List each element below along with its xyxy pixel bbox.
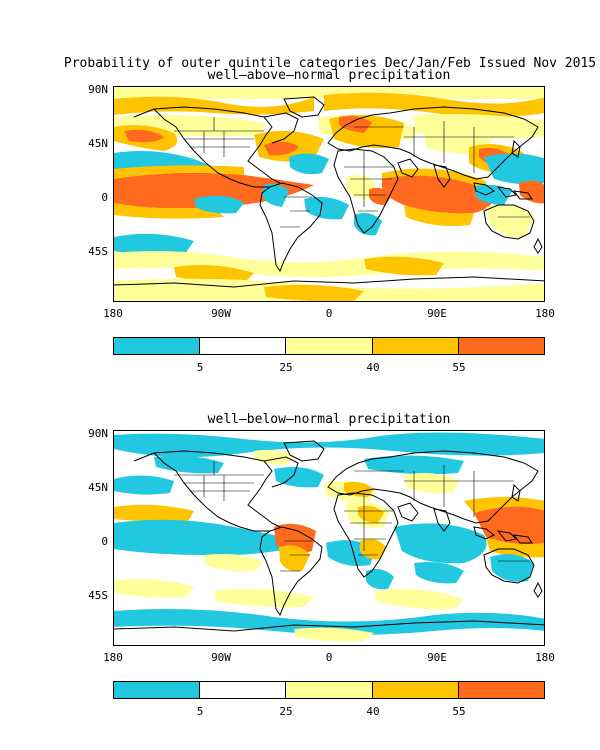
lon-label-180e: 180: [535, 307, 555, 320]
lat-label-45s: 45S: [88, 245, 108, 258]
lon-label-0: 0: [325, 307, 333, 320]
map-above-normal: [113, 86, 545, 302]
panel-title-below-normal: well–below–normal precipitation: [207, 412, 451, 427]
figure-title: Probability of outer quintile categories…: [63, 56, 597, 71]
colorbar-segment: [285, 682, 372, 698]
colorbar-segment: [199, 338, 286, 354]
colorbar-label-55: 55: [452, 361, 466, 374]
lon-label-90w: 90W: [211, 307, 231, 320]
lat-label-45n: 45N: [88, 137, 108, 150]
lat-label-0: 0: [101, 535, 108, 548]
borders: [174, 461, 530, 572]
colorbar-label-40: 40: [366, 361, 380, 374]
colorbar-label-40: 40: [366, 705, 380, 718]
lat-label-45n: 45N: [88, 481, 108, 494]
colorbar-label-25: 25: [279, 705, 293, 718]
colorbar-segment: [371, 682, 458, 698]
colorbar-segment: [457, 338, 545, 354]
probability-shading: [114, 432, 544, 642]
borders: [174, 117, 530, 228]
colorbar-segment: [285, 338, 372, 354]
colorbar-segment: [371, 338, 458, 354]
lat-label-90n: 90N: [88, 427, 108, 440]
colorbar-label-55: 55: [452, 705, 466, 718]
lon-label-90e: 90E: [427, 307, 447, 320]
colorbar-label-5: 5: [196, 361, 204, 374]
coastlines: [114, 96, 544, 288]
colorbar-segment: [114, 682, 200, 698]
colorbar-segment: [114, 338, 200, 354]
lon-label-180w: 180: [103, 651, 123, 664]
map-below-normal: [113, 430, 545, 646]
colorbar-above: [113, 337, 545, 355]
lon-label-90w: 90W: [211, 651, 231, 664]
lon-label-180w: 180: [103, 307, 123, 320]
lat-label-90n: 90N: [88, 83, 108, 96]
colorbar-label-25: 25: [279, 361, 293, 374]
colorbar-segment: [457, 682, 545, 698]
lon-label-90e: 90E: [427, 651, 447, 664]
coastlines: [114, 440, 544, 632]
lat-label-0: 0: [101, 191, 108, 204]
lat-label-45s: 45S: [88, 589, 108, 602]
lon-label-0: 0: [325, 651, 333, 664]
colorbar-segment: [199, 682, 286, 698]
panel-title-above-normal: well–above–normal precipitation: [207, 68, 451, 83]
colorbar-label-5: 5: [196, 705, 204, 718]
colorbar-below: [113, 681, 545, 699]
probability-shading: [114, 87, 544, 301]
lon-label-180e: 180: [535, 651, 555, 664]
